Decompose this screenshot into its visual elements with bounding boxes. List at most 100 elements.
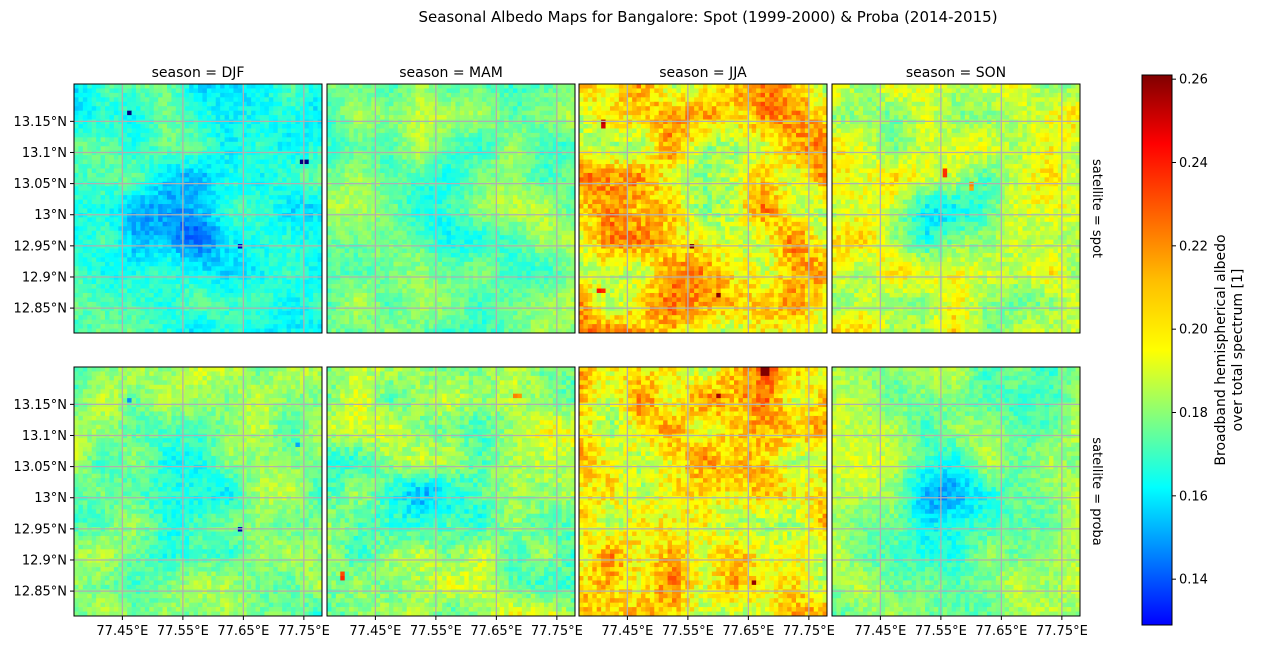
albedo-cell [140, 101, 146, 107]
albedo-cell [162, 221, 168, 227]
albedo-cell [74, 239, 79, 245]
albedo-cell [149, 297, 155, 303]
albedo-cell [149, 248, 155, 254]
albedo-cell [255, 324, 261, 329]
albedo-cell [327, 221, 332, 227]
albedo-cell [158, 84, 163, 89]
albedo-cell [504, 195, 509, 200]
albedo-cell [109, 324, 115, 329]
albedo-cell [299, 168, 305, 174]
albedo-cell [171, 261, 177, 267]
albedo-cell [242, 168, 248, 174]
albedo-cell [384, 141, 390, 147]
albedo-cell [220, 279, 225, 285]
albedo-cell [468, 204, 474, 209]
albedo-cell [282, 324, 287, 329]
albedo-cell [202, 248, 208, 254]
albedo-cell [273, 128, 279, 134]
albedo-cell [411, 101, 416, 107]
albedo-cell [286, 177, 292, 183]
albedo-cell [331, 84, 337, 89]
albedo-cell [118, 164, 124, 169]
albedo-cell [362, 92, 368, 98]
albedo-cell [495, 101, 501, 107]
albedo-cell [490, 217, 496, 223]
albedo-cell [113, 164, 119, 169]
albedo-cell [113, 226, 119, 232]
albedo-cell [136, 137, 141, 143]
albedo-cell [211, 168, 217, 174]
albedo-cell [246, 164, 252, 169]
albedo-cell [526, 110, 532, 116]
albedo-cell [389, 199, 394, 205]
albedo-cell [455, 106, 461, 112]
albedo-cell [220, 128, 225, 134]
albedo-cell [87, 199, 93, 205]
albedo-cell [521, 155, 527, 160]
albedo-cell [113, 97, 119, 103]
albedo-cell [446, 92, 452, 98]
albedo-cell [384, 128, 390, 134]
albedo-cell [473, 217, 478, 223]
albedo-cell [464, 132, 470, 138]
albedo-cell [260, 301, 265, 307]
albedo-cell [175, 257, 181, 263]
albedo-cell [131, 132, 137, 138]
albedo-cell [127, 128, 132, 134]
albedo-cell [189, 164, 194, 169]
albedo-cell [158, 217, 163, 223]
albedo-cell [96, 199, 101, 205]
albedo-cell [282, 284, 287, 289]
albedo-cell [233, 177, 239, 183]
albedo-cell [149, 190, 155, 196]
albedo-cell [291, 159, 296, 165]
albedo-cell [513, 101, 518, 107]
albedo-cell [215, 270, 221, 276]
albedo-cell [167, 217, 172, 223]
albedo-cell [131, 239, 137, 245]
albedo-cell [295, 279, 301, 285]
albedo-cell [211, 128, 217, 134]
albedo-cell [552, 97, 558, 103]
albedo-cell [246, 292, 252, 298]
albedo-cell [144, 315, 150, 321]
albedo-cell [304, 92, 310, 98]
albedo-cell [220, 261, 225, 267]
albedo-cell [428, 221, 434, 227]
albedo-cell [268, 226, 274, 232]
albedo-cell [552, 106, 558, 112]
albedo-cell [415, 217, 421, 223]
albedo-cell [291, 115, 296, 120]
albedo-cell [215, 101, 221, 107]
albedo-cell [153, 288, 159, 294]
albedo-cell [260, 204, 265, 209]
albedo-cell [144, 284, 150, 289]
albedo-cell [131, 168, 137, 174]
albedo-cell [175, 297, 181, 303]
albedo-cell [544, 101, 549, 107]
albedo-cell [544, 195, 549, 200]
albedo-cell [299, 110, 305, 116]
albedo-cell [136, 199, 141, 205]
albedo-cell [304, 204, 310, 209]
albedo-cell [406, 186, 412, 192]
albedo-cell [136, 155, 141, 160]
albedo-cell [299, 270, 305, 276]
albedo-cell [189, 297, 194, 303]
albedo-cell [175, 146, 181, 152]
albedo-cell [268, 292, 274, 298]
albedo-cell [175, 97, 181, 103]
albedo-cell [82, 217, 88, 223]
albedo-cell [535, 101, 540, 107]
albedo-cell [353, 204, 359, 209]
albedo-cell [246, 146, 252, 152]
albedo-cell [158, 155, 163, 160]
albedo-cell [149, 172, 155, 178]
albedo-cell [313, 110, 318, 116]
albedo-cell [468, 172, 474, 178]
albedo-cell [451, 164, 456, 169]
albedo-cell [189, 97, 194, 103]
albedo-cell [229, 195, 234, 200]
albedo-cell [508, 101, 514, 107]
albedo-cell [513, 204, 518, 209]
